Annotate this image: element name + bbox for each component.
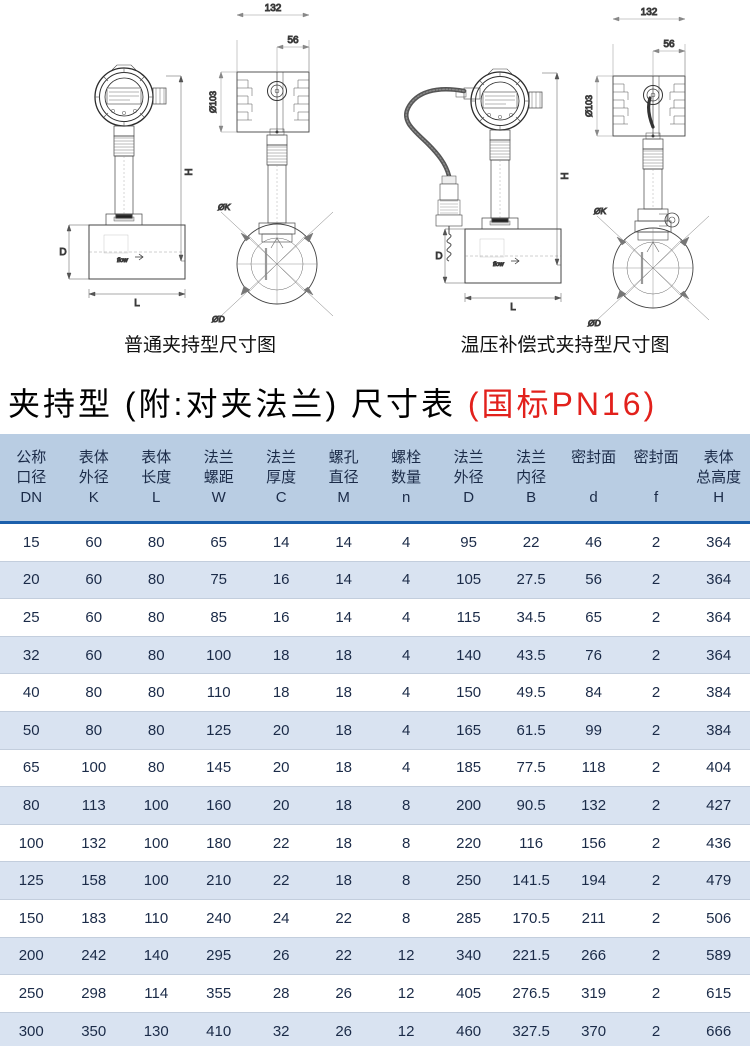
svg-text:Ø103: Ø103 — [584, 95, 594, 117]
svg-text:132: 132 — [265, 3, 282, 14]
svg-text:D: D — [59, 247, 66, 258]
svg-text:Ø103: Ø103 — [208, 91, 218, 113]
svg-text:flow: flow — [117, 258, 128, 264]
svg-text:flow: flow — [493, 262, 504, 268]
svg-text:132: 132 — [641, 7, 658, 18]
svg-text:D: D — [435, 251, 442, 262]
svg-text:L: L — [510, 302, 516, 313]
svg-text:H: H — [184, 168, 195, 175]
svg-text:56: 56 — [663, 39, 675, 50]
svg-text:ØD: ØD — [587, 318, 601, 328]
svg-text:ØK: ØK — [593, 206, 607, 216]
svg-text:ØK: ØK — [217, 202, 231, 212]
svg-text:H: H — [560, 172, 571, 179]
svg-text:ØD: ØD — [211, 314, 225, 324]
svg-text:L: L — [134, 298, 140, 309]
svg-text:56: 56 — [287, 35, 299, 46]
